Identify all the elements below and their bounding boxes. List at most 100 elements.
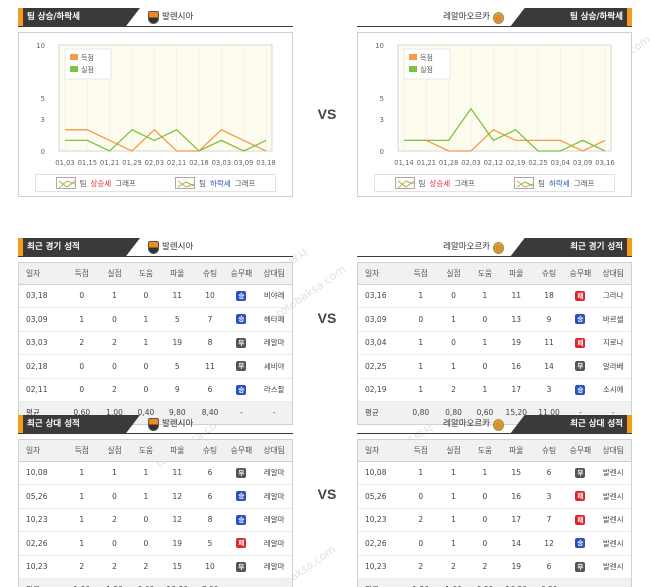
table-row[interactable]: 02,11 0 2 0 9 6 승 라스팔 xyxy=(19,378,292,402)
result-badge: 승 xyxy=(236,491,247,502)
column-header: 도움 xyxy=(469,440,500,462)
table-cell: 0 xyxy=(98,307,131,332)
average-cell: 1,00 xyxy=(65,578,99,587)
table-cell: 12 xyxy=(160,508,194,532)
table-cell: 0 xyxy=(98,484,131,509)
result-cell: 패 xyxy=(565,284,596,308)
table-cell: 15 xyxy=(160,555,194,579)
table-cell: 1 xyxy=(469,378,500,402)
table-row[interactable]: 03,04 1 0 1 19 11 패 지로나 xyxy=(358,331,631,355)
x-tick-label: 01,14 xyxy=(394,159,413,167)
average-cell: 평균 xyxy=(358,401,405,424)
table-cell: 10 xyxy=(193,555,227,579)
table-cell: 소시에 xyxy=(595,378,631,402)
table-row[interactable]: 10,23 2 2 2 19 6 무 발렌시 xyxy=(358,555,631,579)
x-tick-label: 03,18 xyxy=(256,159,275,167)
table-cell: 1 xyxy=(65,484,99,509)
x-tick-label: 01,21 xyxy=(417,159,436,167)
table-cell: 03,09 xyxy=(358,307,405,332)
column-header: 슈팅 xyxy=(532,440,566,462)
legend-down[interactable]: 팀 하락세 그래프 xyxy=(514,177,594,189)
team-name: 레알마오르카 xyxy=(443,419,490,429)
column-header: 실점 xyxy=(98,263,131,285)
table-cell: 1 xyxy=(404,354,438,379)
y-tick-label: 3 xyxy=(41,116,45,124)
table-cell: 17 xyxy=(499,378,533,402)
table-cell: 1 xyxy=(404,461,438,485)
table-cell: 11 xyxy=(160,284,194,308)
table-cell: 레알마 xyxy=(256,331,292,355)
table-cell: 발렌시 xyxy=(595,461,631,485)
table-cell: 8 xyxy=(193,331,227,355)
table-row[interactable]: 03,16 1 0 1 11 18 패 그라나 xyxy=(358,284,631,308)
table-row[interactable]: 02,18 0 0 0 5 11 무 세비야 xyxy=(19,354,292,379)
table-row[interactable]: 10,23 2 2 2 15 10 무 레알마 xyxy=(19,555,292,579)
table-cell: 11 xyxy=(160,461,194,485)
legend-up[interactable]: 팀 상승세 그래프 xyxy=(55,177,136,189)
legend-down-prefix: 팀 xyxy=(199,178,206,188)
table-row[interactable]: 03,09 1 0 1 5 7 승 헤타페 xyxy=(19,307,292,332)
table-row[interactable]: 03,18 0 1 0 11 10 승 비야레 xyxy=(19,284,292,308)
column-header: 도움 xyxy=(130,263,161,285)
table-row[interactable]: 03,03 2 2 1 19 8 무 레알마 xyxy=(19,331,292,355)
column-header: 슈팅 xyxy=(193,263,227,285)
table-row[interactable]: 10,08 1 1 1 15 6 무 발렌시 xyxy=(358,461,631,485)
table-row[interactable]: 02,26 1 0 0 19 5 패 레알마 xyxy=(19,531,292,556)
table-cell: 02,18 xyxy=(19,354,66,379)
home-recent-panel: 최근 경기 성적 발렌시아 일자 득점 실점 도움 파울 슈팅 승무패 상대팀 03,18 0 1 0… xyxy=(18,238,293,425)
table-cell: 10,23 xyxy=(358,555,405,579)
down-trend-icon xyxy=(175,177,196,189)
table-cell: 지로나 xyxy=(595,331,631,355)
legend-up-prefix: 팀 xyxy=(79,178,87,188)
table-cell: 13 xyxy=(499,307,533,332)
average-cell: 16,20 xyxy=(499,578,533,587)
team-name: 발렌시아 xyxy=(162,419,194,429)
table-cell: 10,08 xyxy=(19,461,66,485)
table-cell: 6 xyxy=(193,484,227,509)
table-cell: 0 xyxy=(404,531,438,556)
table-row[interactable]: 10,08 1 1 1 11 6 무 레알마 xyxy=(19,461,292,485)
accent-bar xyxy=(627,8,632,27)
column-header: 일자 xyxy=(19,263,66,285)
legend-down[interactable]: 팀 하락세 그래프 xyxy=(175,177,255,189)
table-row[interactable]: 05,26 0 1 0 16 3 패 발렌시 xyxy=(358,484,631,509)
table-cell: 헤타페 xyxy=(256,307,292,332)
x-tick-label: 02,25 xyxy=(528,159,547,167)
table-cell: 6 xyxy=(193,461,227,485)
table-cell: 0 xyxy=(65,284,99,308)
table-cell: 9 xyxy=(532,307,566,332)
legend-label: 실점 xyxy=(81,65,94,74)
result-cell: 승 xyxy=(565,531,596,556)
table-row[interactable]: 05,26 1 0 1 12 6 승 레알마 xyxy=(19,484,292,509)
conceded-swatch xyxy=(409,66,417,72)
table-row[interactable]: 03,09 0 1 0 13 9 승 바르셀 xyxy=(358,307,631,332)
table-row[interactable]: 02,26 0 1 0 14 12 승 발렌시 xyxy=(358,531,631,556)
average-cell: 8,40 xyxy=(193,401,227,424)
column-header: 득점 xyxy=(404,440,438,462)
table-cell: 바르셀 xyxy=(595,307,631,332)
table-cell: 11 xyxy=(532,331,566,355)
result-cell: 패 xyxy=(565,484,596,509)
result-badge: 무 xyxy=(575,467,586,478)
table-row[interactable]: 02,19 1 2 1 17 3 승 소시에 xyxy=(358,378,631,402)
table-header: 일자 득점 실점 도움 파울 슈팅 승무패 상대팀 xyxy=(19,263,292,285)
header-rule xyxy=(18,433,293,434)
mallorca-crest-icon xyxy=(493,11,504,24)
table-row[interactable]: 10,23 1 2 0 12 8 승 레알마 xyxy=(19,508,292,532)
column-header: 상대팀 xyxy=(256,440,292,462)
table-cell: 02,19 xyxy=(358,378,405,402)
x-tick-label: 01,21 xyxy=(100,159,119,167)
table-cell: 2 xyxy=(65,555,99,579)
table-row[interactable]: 02,25 1 1 0 16 14 무 알라베 xyxy=(358,354,631,379)
section-title: 팀 상승/하락세 xyxy=(18,8,140,27)
vs-label: VS xyxy=(317,310,337,326)
table-cell: 10,08 xyxy=(358,461,405,485)
result-badge: 승 xyxy=(575,384,586,395)
legend-up[interactable]: 팀 상승세 그래프 xyxy=(394,177,475,189)
average-cell: 7,00 xyxy=(193,578,227,587)
team-label: 레알마오르카 xyxy=(443,8,504,27)
table-cell: 05,26 xyxy=(358,484,405,509)
scored-swatch xyxy=(70,54,78,60)
table-row[interactable]: 10,23 2 1 0 17 7 패 발렌시 xyxy=(358,508,631,532)
valencia-crest-icon xyxy=(148,11,159,24)
